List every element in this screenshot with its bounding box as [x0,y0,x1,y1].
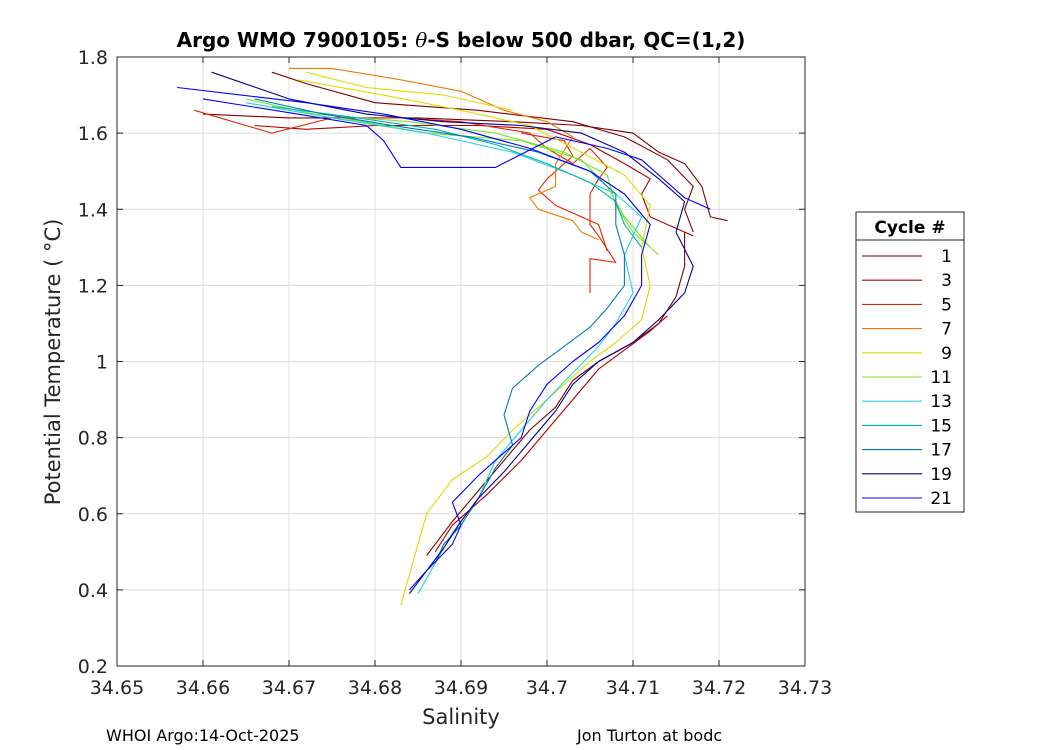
y-tick-label: 0.4 [78,580,108,602]
legend-title: Cycle # [874,218,945,238]
grid [116,56,806,667]
legend-label-cycle-17: 17 [930,441,952,461]
y-tick-label: 1.2 [78,275,108,297]
y-tick-label: 1.4 [78,199,108,221]
series-line-cycle-17 [254,98,625,564]
series-line-cycle-21 [202,98,711,210]
series-line-cycle-1 [271,71,694,233]
footer-credit-left: WHOI Argo:14-Oct-2025 [106,726,300,745]
series-line-cycle-5 [194,109,617,293]
x-tick-label: 34.72 [692,677,746,699]
x-tick-label: 34.65 [90,677,144,699]
legend-label-cycle-19: 19 [930,465,952,485]
y-axis-label: Potential Temperature ( °C) [41,219,65,506]
series-line-cycle-1 [426,232,686,556]
chart-title-theta: θ [415,28,427,52]
x-tick-label: 34.71 [606,677,660,699]
legend-box [855,211,965,513]
x-tick-label: 34.73 [778,677,832,699]
y-tick-label: 1.8 [78,47,108,69]
legend-label-cycle-3: 3 [941,271,952,291]
chart-title-suffix: -S below 500 dbar, QC=(1,2) [427,28,745,52]
legend-label-cycle-15: 15 [930,416,952,436]
legend-label-cycle-9: 9 [941,344,952,364]
legend-label-cycle-13: 13 [930,392,952,412]
x-tick-label: 34.7 [526,677,568,699]
series-layer [177,67,728,606]
footer-credit-right: Jon Turton at bodc [577,726,723,745]
legend-label-cycle-5: 5 [941,295,952,315]
y-tick-label: 0.8 [78,428,108,450]
y-tick-label: 0.2 [78,656,108,678]
y-tick-label: 1.6 [78,123,108,145]
x-axis-label: Salinity [422,705,500,729]
series-line-cycle-3 [254,124,694,237]
x-tick-label: 34.69 [434,677,488,699]
series-line-cycle-7 [289,67,599,241]
series-line-cycle-21 [177,86,651,591]
x-tick-label: 34.67 [262,677,316,699]
x-tick-label: 34.68 [348,677,402,699]
legend-label-cycle-7: 7 [941,320,952,340]
y-tick-label: 1 [96,352,108,374]
axes: 34.65 34.66 34.67 34.68 34.69 34.7 34.71 34.72 3… [78,47,832,699]
legend-label-cycle-11: 11 [930,368,952,388]
chart-title-prefix: Argo WMO 7900105: [177,28,416,52]
series-line-cycle-9 [297,79,651,606]
series-line-cycle-19 [211,71,694,595]
y-tick-label: 0.6 [78,504,108,526]
series-line-cycle-9 [306,71,513,111]
chart-title: Argo WMO 7900105: θ-S below 500 dbar, QC… [177,28,746,52]
series-line-cycle-15 [271,105,643,248]
legend-label-cycle-21: 21 [930,489,952,509]
legend-label-cycle-1: 1 [941,247,952,267]
x-tick-label: 34.66 [176,677,230,699]
